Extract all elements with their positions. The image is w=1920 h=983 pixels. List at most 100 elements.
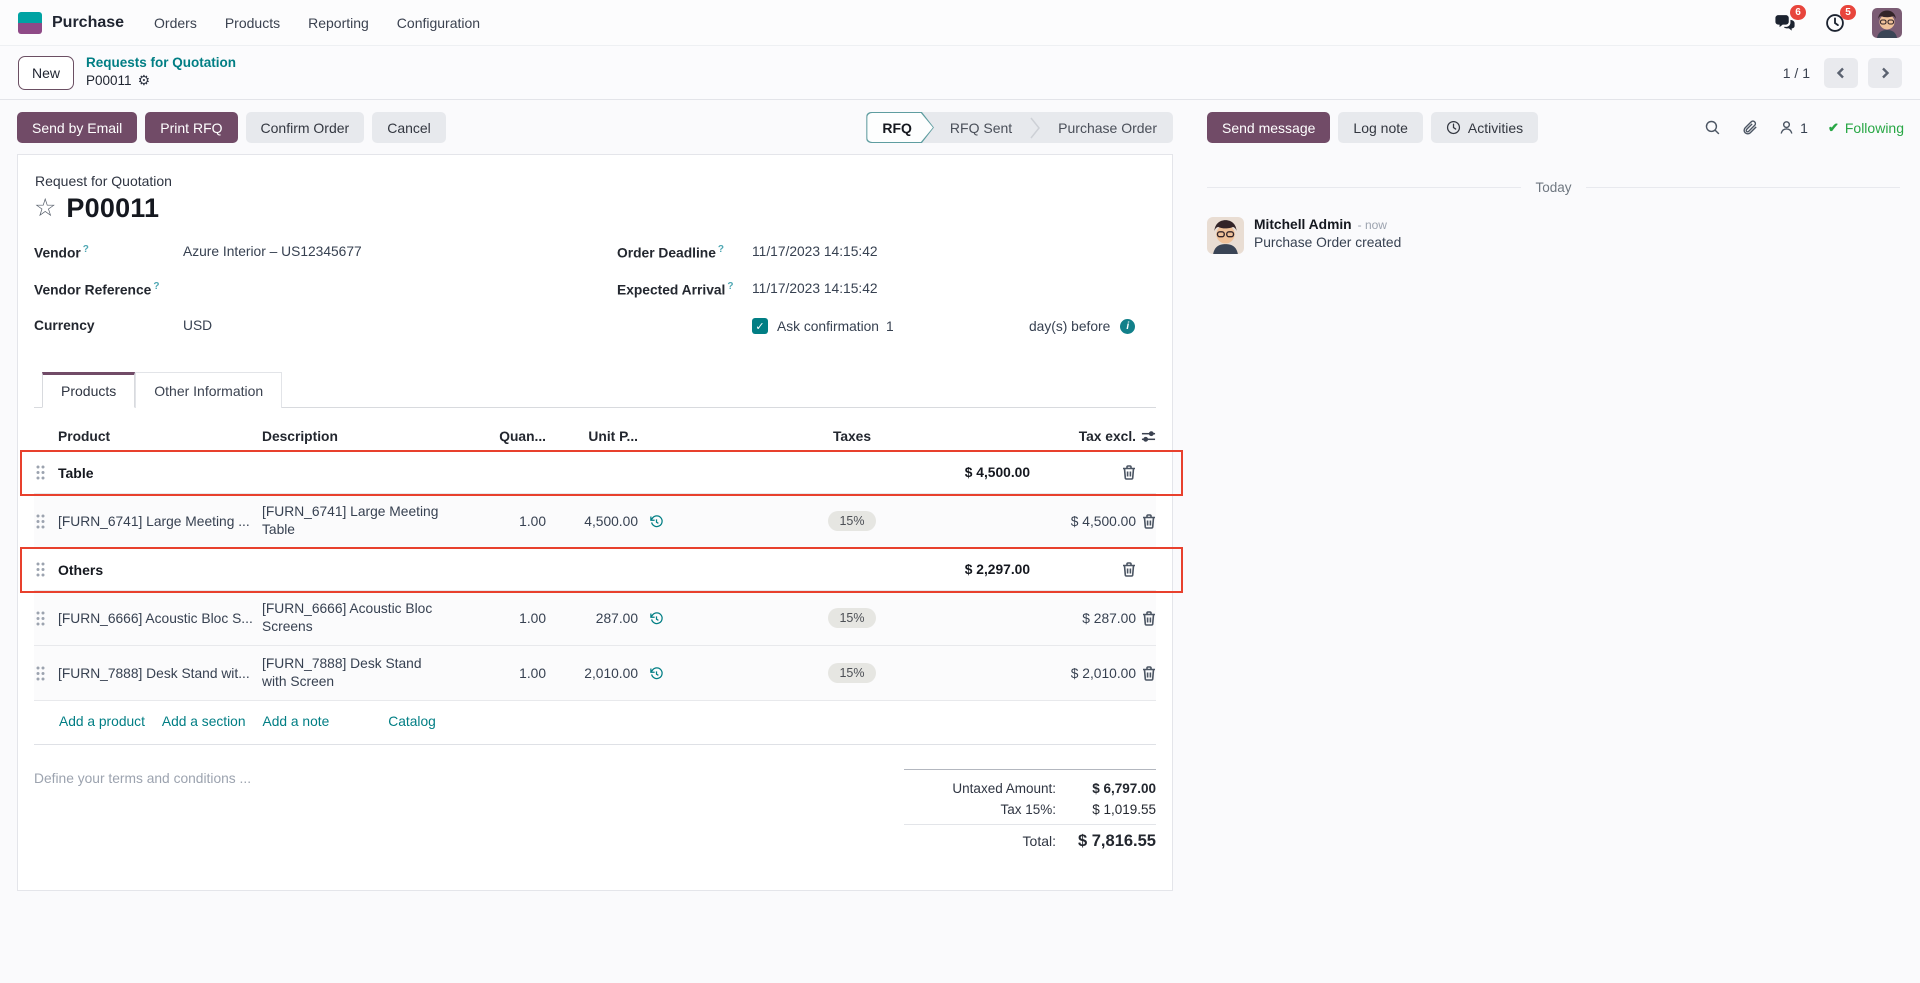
followers-button[interactable]: 1 (1778, 119, 1808, 136)
app-name[interactable]: Purchase (52, 13, 125, 31)
delete-row-icon[interactable] (1136, 513, 1156, 529)
message-timestamp: - now (1357, 218, 1387, 232)
col-quantity[interactable]: Quan... (499, 429, 546, 444)
app-switcher[interactable]: Purchase (18, 11, 125, 34)
section-name[interactable]: Others (58, 561, 104, 578)
chatter: Send message Log note Activities 1 ✔ (1190, 100, 1920, 983)
breadcrumb-parent-link[interactable]: Requests for Quotation (86, 55, 237, 71)
col-taxes[interactable]: Taxes (832, 429, 872, 444)
send-by-email-button[interactable]: Send by Email (17, 112, 138, 143)
drag-handle-icon[interactable] (34, 666, 58, 681)
vendor-value[interactable]: Azure Interior – US12345677 (183, 244, 362, 259)
col-unit-price[interactable]: Unit P... (588, 429, 638, 444)
delete-row-icon[interactable] (1136, 610, 1156, 626)
description-cell[interactable]: [FURN_7888] Desk Stand with Screen (262, 656, 422, 689)
price-history-icon[interactable] (638, 514, 674, 529)
description-cell[interactable]: [FURN_6741] Large Meeting Table (262, 504, 439, 537)
delete-row-icon[interactable] (1030, 562, 1136, 577)
product-cell[interactable]: [FURN_6666] Acoustic Bloc S... (58, 610, 253, 626)
delete-row-icon[interactable] (1136, 665, 1156, 681)
section-row-table[interactable]: Table $ 4,500.00 (20, 450, 1183, 496)
order-line-row[interactable]: [FURN_6741] Large Meeting ... [FURN_6741… (34, 494, 1156, 549)
drag-handle-icon[interactable] (34, 465, 58, 480)
col-description[interactable]: Description (262, 429, 338, 444)
unit-price-cell[interactable]: 287.00 (595, 610, 638, 626)
info-icon[interactable]: i (1120, 318, 1136, 334)
search-messages-icon[interactable] (1704, 119, 1721, 136)
help-icon[interactable]: ? (153, 281, 160, 292)
product-cell[interactable]: [FURN_6741] Large Meeting ... (58, 513, 250, 529)
statusbar-step-purchase-order[interactable]: Purchase Order (1058, 119, 1157, 136)
catalog-link[interactable]: Catalog (388, 714, 436, 729)
print-rfq-button[interactable]: Print RFQ (145, 112, 238, 143)
field-currency: Currency USD (34, 318, 213, 333)
form-sheet: Request for Quotation ☆ P00011 Vendor? A… (17, 154, 1183, 891)
cancel-button[interactable]: Cancel (372, 112, 446, 143)
col-tax-excl[interactable]: Tax excl. (1078, 429, 1136, 444)
order-line-row[interactable]: [FURN_6666] Acoustic Bloc S... [FURN_666… (34, 591, 1156, 646)
order-line-row[interactable]: [FURN_7888] Desk Stand wit... [FURN_7888… (34, 646, 1156, 701)
send-message-button[interactable]: Send message (1207, 112, 1331, 143)
description-cell[interactable]: [FURN_6666] Acoustic Bloc Screens (262, 601, 433, 634)
menu-reporting[interactable]: Reporting (308, 14, 369, 31)
message-avatar[interactable] (1207, 217, 1244, 254)
help-icon[interactable]: ? (82, 244, 89, 255)
quantity-cell[interactable]: 1.00 (519, 513, 546, 529)
delete-row-icon[interactable] (1030, 465, 1136, 480)
tax-badge[interactable]: 15% (828, 663, 876, 683)
ask-confirmation-checkbox[interactable]: ✓ (752, 318, 768, 334)
tax-badge[interactable]: 15% (828, 511, 876, 531)
tab-other-information[interactable]: Other Information (135, 372, 283, 408)
statusbar-step-rfq[interactable]: RFQ (866, 112, 934, 143)
order-deadline-value[interactable]: 11/17/2023 14:15:42 (752, 244, 878, 259)
user-avatar[interactable] (1872, 7, 1902, 38)
menu-orders[interactable]: Orders (154, 14, 197, 31)
section-row-others[interactable]: Others $ 2,297.00 (20, 547, 1183, 593)
doc-type-label: Request for Quotation (35, 173, 172, 189)
paperclip-icon[interactable] (1741, 119, 1758, 136)
tax-badge[interactable]: 15% (828, 608, 876, 628)
quantity-cell[interactable]: 1.00 (519, 610, 546, 626)
chevron-right-icon (1882, 67, 1890, 78)
pager-previous-button[interactable] (1824, 57, 1858, 88)
tab-products[interactable]: Products (42, 372, 136, 408)
page-title[interactable]: P00011 (66, 193, 160, 223)
product-cell[interactable]: [FURN_7888] Desk Stand wit... (58, 665, 250, 681)
statusbar: RFQ RFQ Sent Purchase Order (866, 112, 1173, 143)
pager-next-button[interactable] (1868, 57, 1902, 88)
section-subtotal: $ 4,500.00 (964, 465, 1030, 480)
add-a-section-link[interactable]: Add a section (161, 714, 246, 729)
statusbar-step-rfq-sent[interactable]: RFQ Sent (949, 119, 1013, 136)
following-button[interactable]: ✔ Following (1827, 119, 1904, 136)
drag-handle-icon[interactable] (34, 514, 58, 529)
confirm-order-button[interactable]: Confirm Order (245, 112, 365, 143)
favorite-star-icon[interactable]: ☆ (34, 194, 57, 222)
gear-icon[interactable]: ⚙ (137, 72, 151, 89)
col-product[interactable]: Product (58, 429, 111, 444)
menu-configuration[interactable]: Configuration (396, 14, 481, 31)
help-icon[interactable]: ? (727, 281, 734, 292)
drag-handle-icon[interactable] (34, 562, 58, 577)
price-history-icon[interactable] (638, 666, 674, 681)
quantity-cell[interactable]: 1.00 (519, 665, 546, 681)
terms-placeholder[interactable]: Define your terms and conditions ... (34, 771, 252, 786)
price-history-icon[interactable] (638, 611, 674, 626)
drag-handle-icon[interactable] (34, 611, 58, 626)
currency-value[interactable]: USD (183, 318, 213, 333)
unit-price-cell[interactable]: 2,010.00 (584, 665, 638, 681)
optional-columns-icon[interactable] (1136, 429, 1156, 444)
message-author[interactable]: Mitchell Admin (1254, 217, 1352, 232)
confirmation-days-input[interactable]: 1 (885, 318, 894, 334)
activities-button[interactable]: Activities (1430, 112, 1539, 143)
section-name[interactable]: Table (58, 464, 94, 481)
activities-clock-icon[interactable]: 5 (1822, 4, 1856, 34)
messages-icon[interactable]: 6 (1772, 4, 1806, 34)
add-a-note-link[interactable]: Add a note (262, 714, 330, 729)
expected-arrival-value[interactable]: 11/17/2023 14:15:42 (752, 281, 878, 296)
log-note-button[interactable]: Log note (1338, 112, 1423, 143)
new-button[interactable]: New (18, 55, 75, 90)
add-a-product-link[interactable]: Add a product (59, 714, 145, 729)
help-icon[interactable]: ? (717, 244, 725, 255)
menu-products[interactable]: Products (224, 14, 281, 31)
unit-price-cell[interactable]: 4,500.00 (584, 513, 638, 529)
